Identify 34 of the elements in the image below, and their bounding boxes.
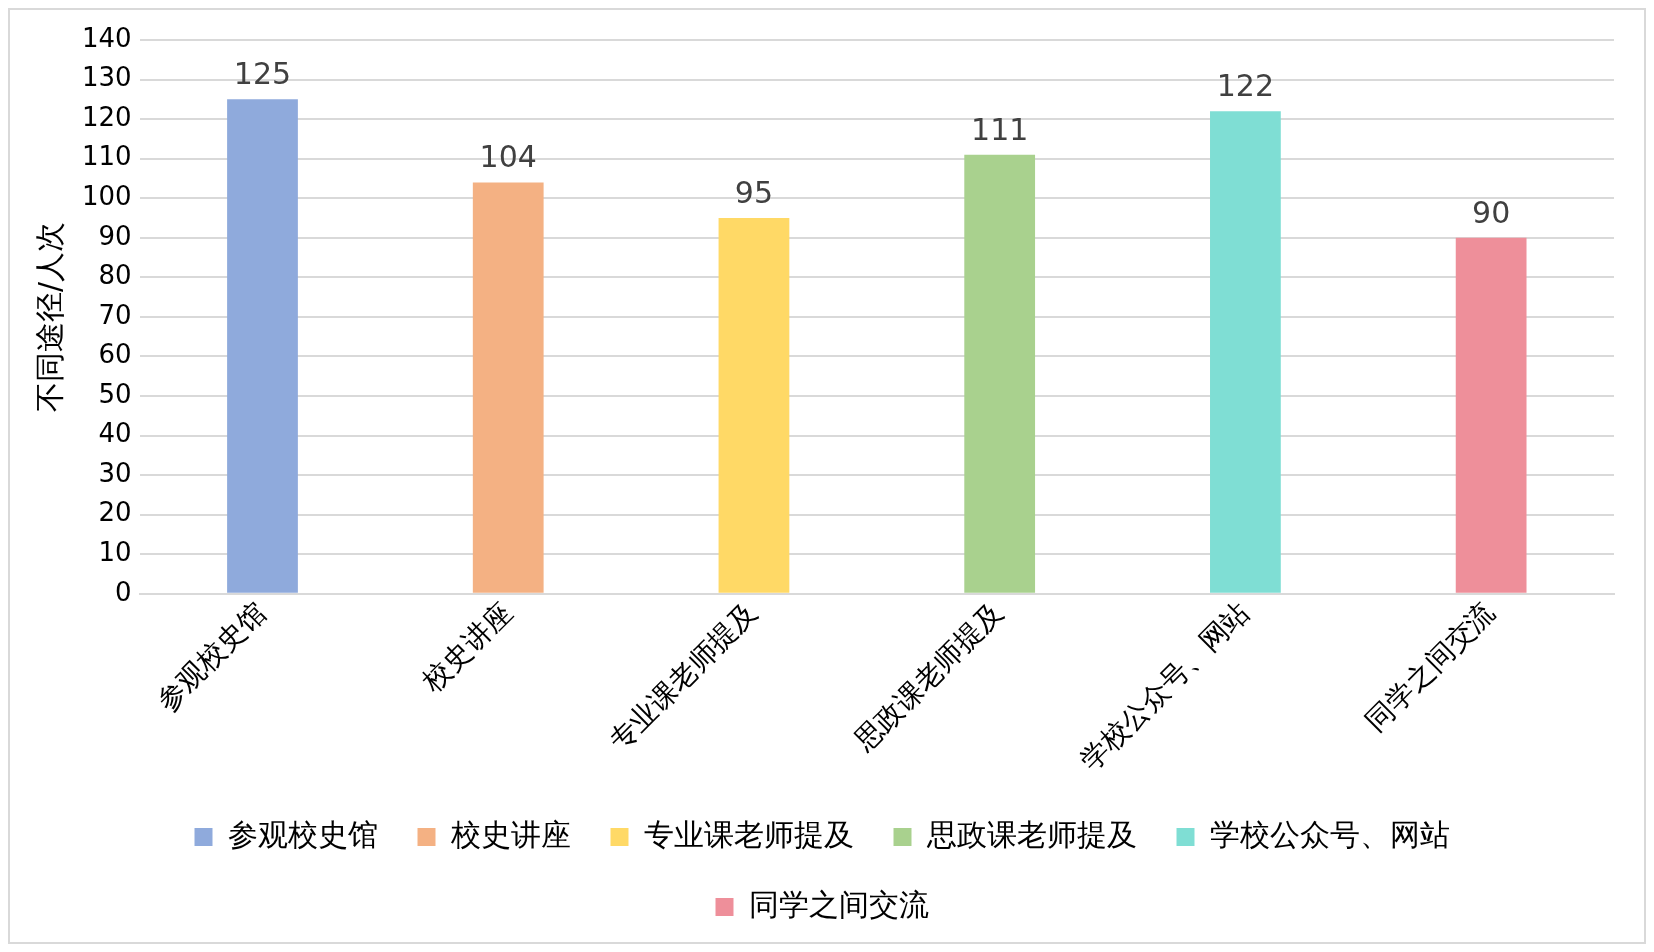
y-axis-title: 不同途径/人次 xyxy=(31,221,67,412)
y-tick-label: 30 xyxy=(98,457,132,488)
y-tick-label: 10 xyxy=(98,537,132,568)
data-label: 95 xyxy=(734,174,774,210)
y-tick-label: 140 xyxy=(81,22,132,53)
data-label: 104 xyxy=(479,139,537,175)
y-tick-label: 70 xyxy=(98,299,132,330)
y-tick-label: 0 xyxy=(115,576,132,607)
y-tick-label: 90 xyxy=(98,220,132,251)
y-tick-label: 20 xyxy=(98,497,132,528)
legend-label: 参观校史馆 xyxy=(227,816,378,852)
y-tick-label: 80 xyxy=(98,260,132,291)
x-tick-label: 同学之间交流 xyxy=(1359,595,1502,738)
legend-label: 思政课老师提及 xyxy=(925,816,1137,852)
y-tick-label: 130 xyxy=(81,62,132,93)
x-tick-label: 学校公众号、网站 xyxy=(1073,595,1256,778)
y-tick-label: 110 xyxy=(81,141,132,172)
y-tick-label: 100 xyxy=(81,180,132,211)
y-tick-label: 120 xyxy=(81,101,132,132)
legend-label: 校史讲座 xyxy=(449,816,571,852)
data-label: 125 xyxy=(233,56,292,92)
data-label: 111 xyxy=(971,111,1029,147)
y-tick-label: 40 xyxy=(98,418,132,449)
x-tick-label: 思政课老师提及 xyxy=(847,595,1010,759)
data-label: 122 xyxy=(1216,68,1275,104)
y-tick-label: 50 xyxy=(98,378,132,409)
x-tick-label: 校史讲座 xyxy=(415,595,519,699)
x-tick-label: 参观校史馆 xyxy=(150,595,273,718)
x-tick-label: 专业课老师提及 xyxy=(602,595,765,758)
legend-label: 专业课老师提及 xyxy=(643,816,854,852)
legend-label: 学校公众号、网站 xyxy=(1209,816,1450,852)
y-tick-label: 60 xyxy=(98,339,132,370)
data-label: 90 xyxy=(1472,194,1511,230)
legend-label: 同学之间交流 xyxy=(748,886,929,922)
